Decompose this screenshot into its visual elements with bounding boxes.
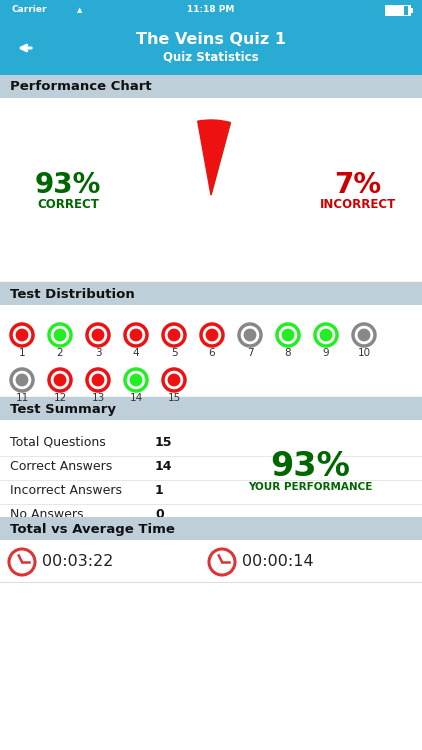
Circle shape [16, 374, 28, 386]
Circle shape [124, 368, 148, 392]
Circle shape [244, 329, 256, 340]
Bar [0, 75, 422, 98]
Text: ▲: ▲ [77, 7, 83, 13]
Text: Performance Chart: Performance Chart [10, 80, 151, 94]
Text: 13: 13 [92, 393, 105, 403]
Text: Test Distribution: Test Distribution [10, 287, 135, 301]
Text: 11:18 PM: 11:18 PM [187, 5, 235, 14]
Text: Total Questions: Total Questions [10, 436, 106, 448]
Circle shape [168, 329, 180, 340]
Circle shape [314, 323, 338, 347]
Wedge shape [211, 122, 230, 195]
Text: 15: 15 [168, 393, 181, 403]
Bar [411, 8, 413, 13]
Text: 1: 1 [155, 484, 164, 496]
Circle shape [10, 368, 34, 392]
Text: 93%: 93% [35, 171, 101, 199]
Circle shape [168, 374, 180, 386]
Bar [0, 397, 422, 420]
Text: 15: 15 [155, 436, 173, 448]
Text: 14: 14 [155, 460, 173, 472]
Circle shape [10, 323, 34, 347]
Circle shape [54, 329, 66, 340]
Text: Correct Answers: Correct Answers [10, 460, 112, 472]
Text: YOUR PERFORMANCE: YOUR PERFORMANCE [248, 482, 372, 492]
Circle shape [238, 323, 262, 347]
Text: 12: 12 [53, 393, 67, 403]
Text: 9: 9 [323, 348, 329, 358]
Text: 7: 7 [247, 348, 253, 358]
Circle shape [86, 323, 110, 347]
Text: Quiz Statistics: Quiz Statistics [163, 50, 259, 64]
Text: 8: 8 [285, 348, 291, 358]
Text: 5: 5 [170, 348, 177, 358]
Circle shape [162, 368, 186, 392]
Text: 7%: 7% [335, 171, 381, 199]
Text: 1: 1 [19, 348, 25, 358]
Circle shape [352, 323, 376, 347]
Text: 00:00:14: 00:00:14 [242, 554, 314, 569]
Circle shape [209, 549, 235, 575]
Circle shape [200, 323, 224, 347]
Bar [385, 5, 411, 16]
Circle shape [130, 374, 142, 386]
Text: 10: 10 [357, 348, 371, 358]
Circle shape [320, 329, 332, 340]
Circle shape [276, 323, 300, 347]
Bar [0, 0, 422, 20]
Text: 00:03:22: 00:03:22 [42, 554, 114, 569]
Text: Incorrect Answers: Incorrect Answers [10, 484, 122, 496]
Text: 4: 4 [133, 348, 139, 358]
Text: 14: 14 [130, 393, 143, 403]
Text: Total vs Average Time: Total vs Average Time [10, 523, 175, 536]
Circle shape [162, 323, 186, 347]
Circle shape [48, 368, 72, 392]
Circle shape [86, 368, 110, 392]
Text: Test Summary: Test Summary [10, 403, 116, 416]
Circle shape [130, 329, 142, 340]
Bar [0, 282, 422, 305]
Circle shape [54, 374, 66, 386]
Bar [0, 517, 422, 540]
Bar [386, 6, 408, 15]
Text: 3: 3 [95, 348, 101, 358]
Text: 2: 2 [57, 348, 63, 358]
Circle shape [358, 329, 370, 340]
Circle shape [124, 323, 148, 347]
Circle shape [206, 329, 218, 340]
Text: INCORRECT: INCORRECT [320, 199, 396, 211]
Text: 0: 0 [155, 508, 164, 520]
Bar [386, 6, 404, 15]
Circle shape [9, 549, 35, 575]
Bar [0, 20, 422, 75]
Wedge shape [198, 120, 230, 195]
Text: 11: 11 [15, 393, 29, 403]
Circle shape [92, 329, 104, 340]
Text: No Answers: No Answers [10, 508, 84, 520]
Circle shape [92, 374, 104, 386]
Text: CORRECT: CORRECT [37, 199, 99, 211]
Text: The Veins Quiz 1: The Veins Quiz 1 [136, 32, 286, 47]
Text: Carrier: Carrier [12, 5, 48, 14]
Text: 93%: 93% [270, 449, 350, 482]
Text: 6: 6 [209, 348, 215, 358]
Circle shape [16, 329, 28, 340]
Circle shape [48, 323, 72, 347]
Circle shape [282, 329, 294, 340]
